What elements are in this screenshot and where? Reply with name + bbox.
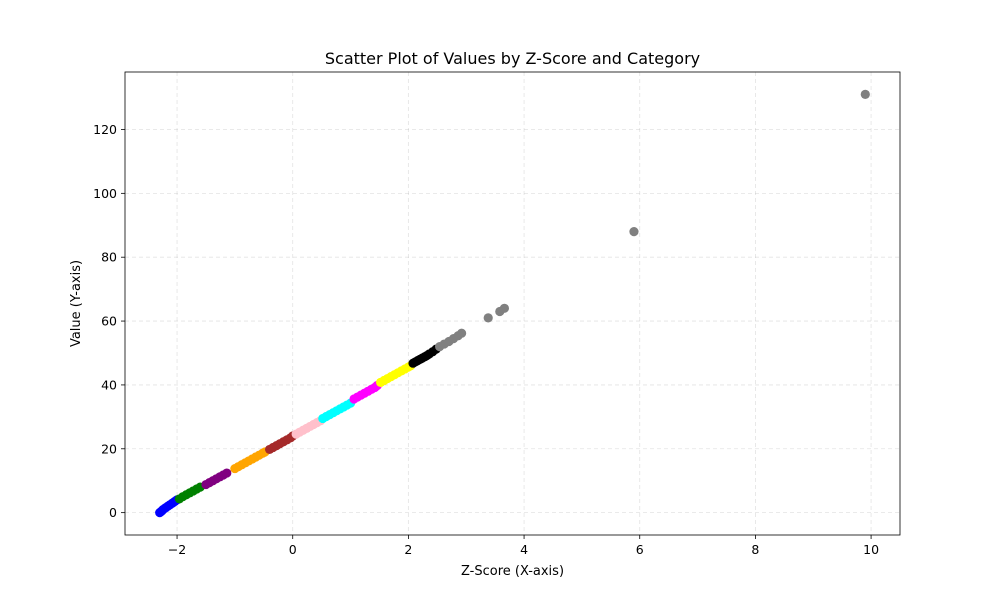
x-tick-label: 4 [520,542,528,557]
y-tick-label: 20 [101,441,117,456]
x-tick-label: 2 [404,542,412,557]
x-tick-label: 0 [289,542,297,557]
x-axis-ticks: −2 0 2 4 6 8 10 [168,535,879,557]
x-tick-label: −2 [168,542,186,557]
chart-title: Scatter Plot of Values by Z-Score and Ca… [325,49,700,68]
scatter-points [155,89,870,518]
y-tick-label: 100 [93,186,117,201]
y-axis-ticks: 0 20 40 60 80 100 120 [93,122,125,520]
y-tick-label: 0 [109,505,117,520]
grid-lines [125,72,900,535]
x-tick-label: 8 [751,542,759,557]
x-axis-label: Z-Score (X-axis) [461,564,564,579]
scatter-point [483,313,493,323]
y-tick-label: 40 [101,377,117,392]
scatter-point [629,227,639,237]
y-tick-label: 60 [101,314,117,329]
y-axis-label: Value (Y-axis) [69,260,84,347]
scatter-point [457,328,467,338]
x-tick-label: 6 [636,542,644,557]
plot-frame [124,71,901,536]
scatter-point [860,89,870,99]
scatter-point [222,468,232,478]
y-tick-label: 80 [101,250,117,265]
x-tick-label: 10 [863,542,879,557]
scatter-point [499,303,510,313]
y-tick-label: 120 [93,122,117,137]
